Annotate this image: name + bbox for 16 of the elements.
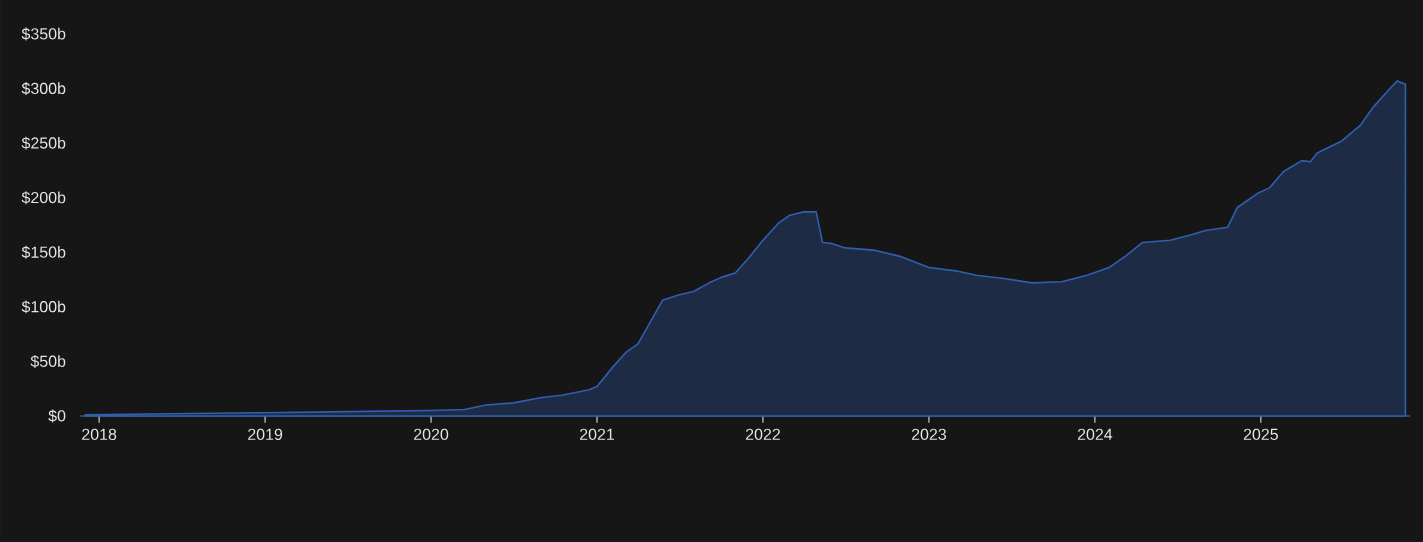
x-tick-label: 2019 xyxy=(248,428,283,441)
x-tick-label: 2023 xyxy=(911,428,947,441)
y-tick-label: $100b xyxy=(21,300,66,314)
x-tick-label: 2020 xyxy=(414,428,449,441)
x-tick-label: 2021 xyxy=(580,428,615,441)
x-tick-label: 2024 xyxy=(1077,428,1113,441)
y-tick-label: $250b xyxy=(21,136,66,150)
x-tick-label: 2025 xyxy=(1243,428,1278,441)
y-tick-label: $200b xyxy=(21,191,66,205)
x-tick-label: 2018 xyxy=(82,428,117,441)
y-tick-label: $0 xyxy=(48,409,66,423)
x-tick-label: 2022 xyxy=(745,428,780,441)
y-tick-label: $150b xyxy=(21,245,66,259)
y-tick-label: $50b xyxy=(30,354,66,368)
y-tick-label: $350b xyxy=(21,27,66,41)
y-tick-label: $300b xyxy=(21,82,66,96)
